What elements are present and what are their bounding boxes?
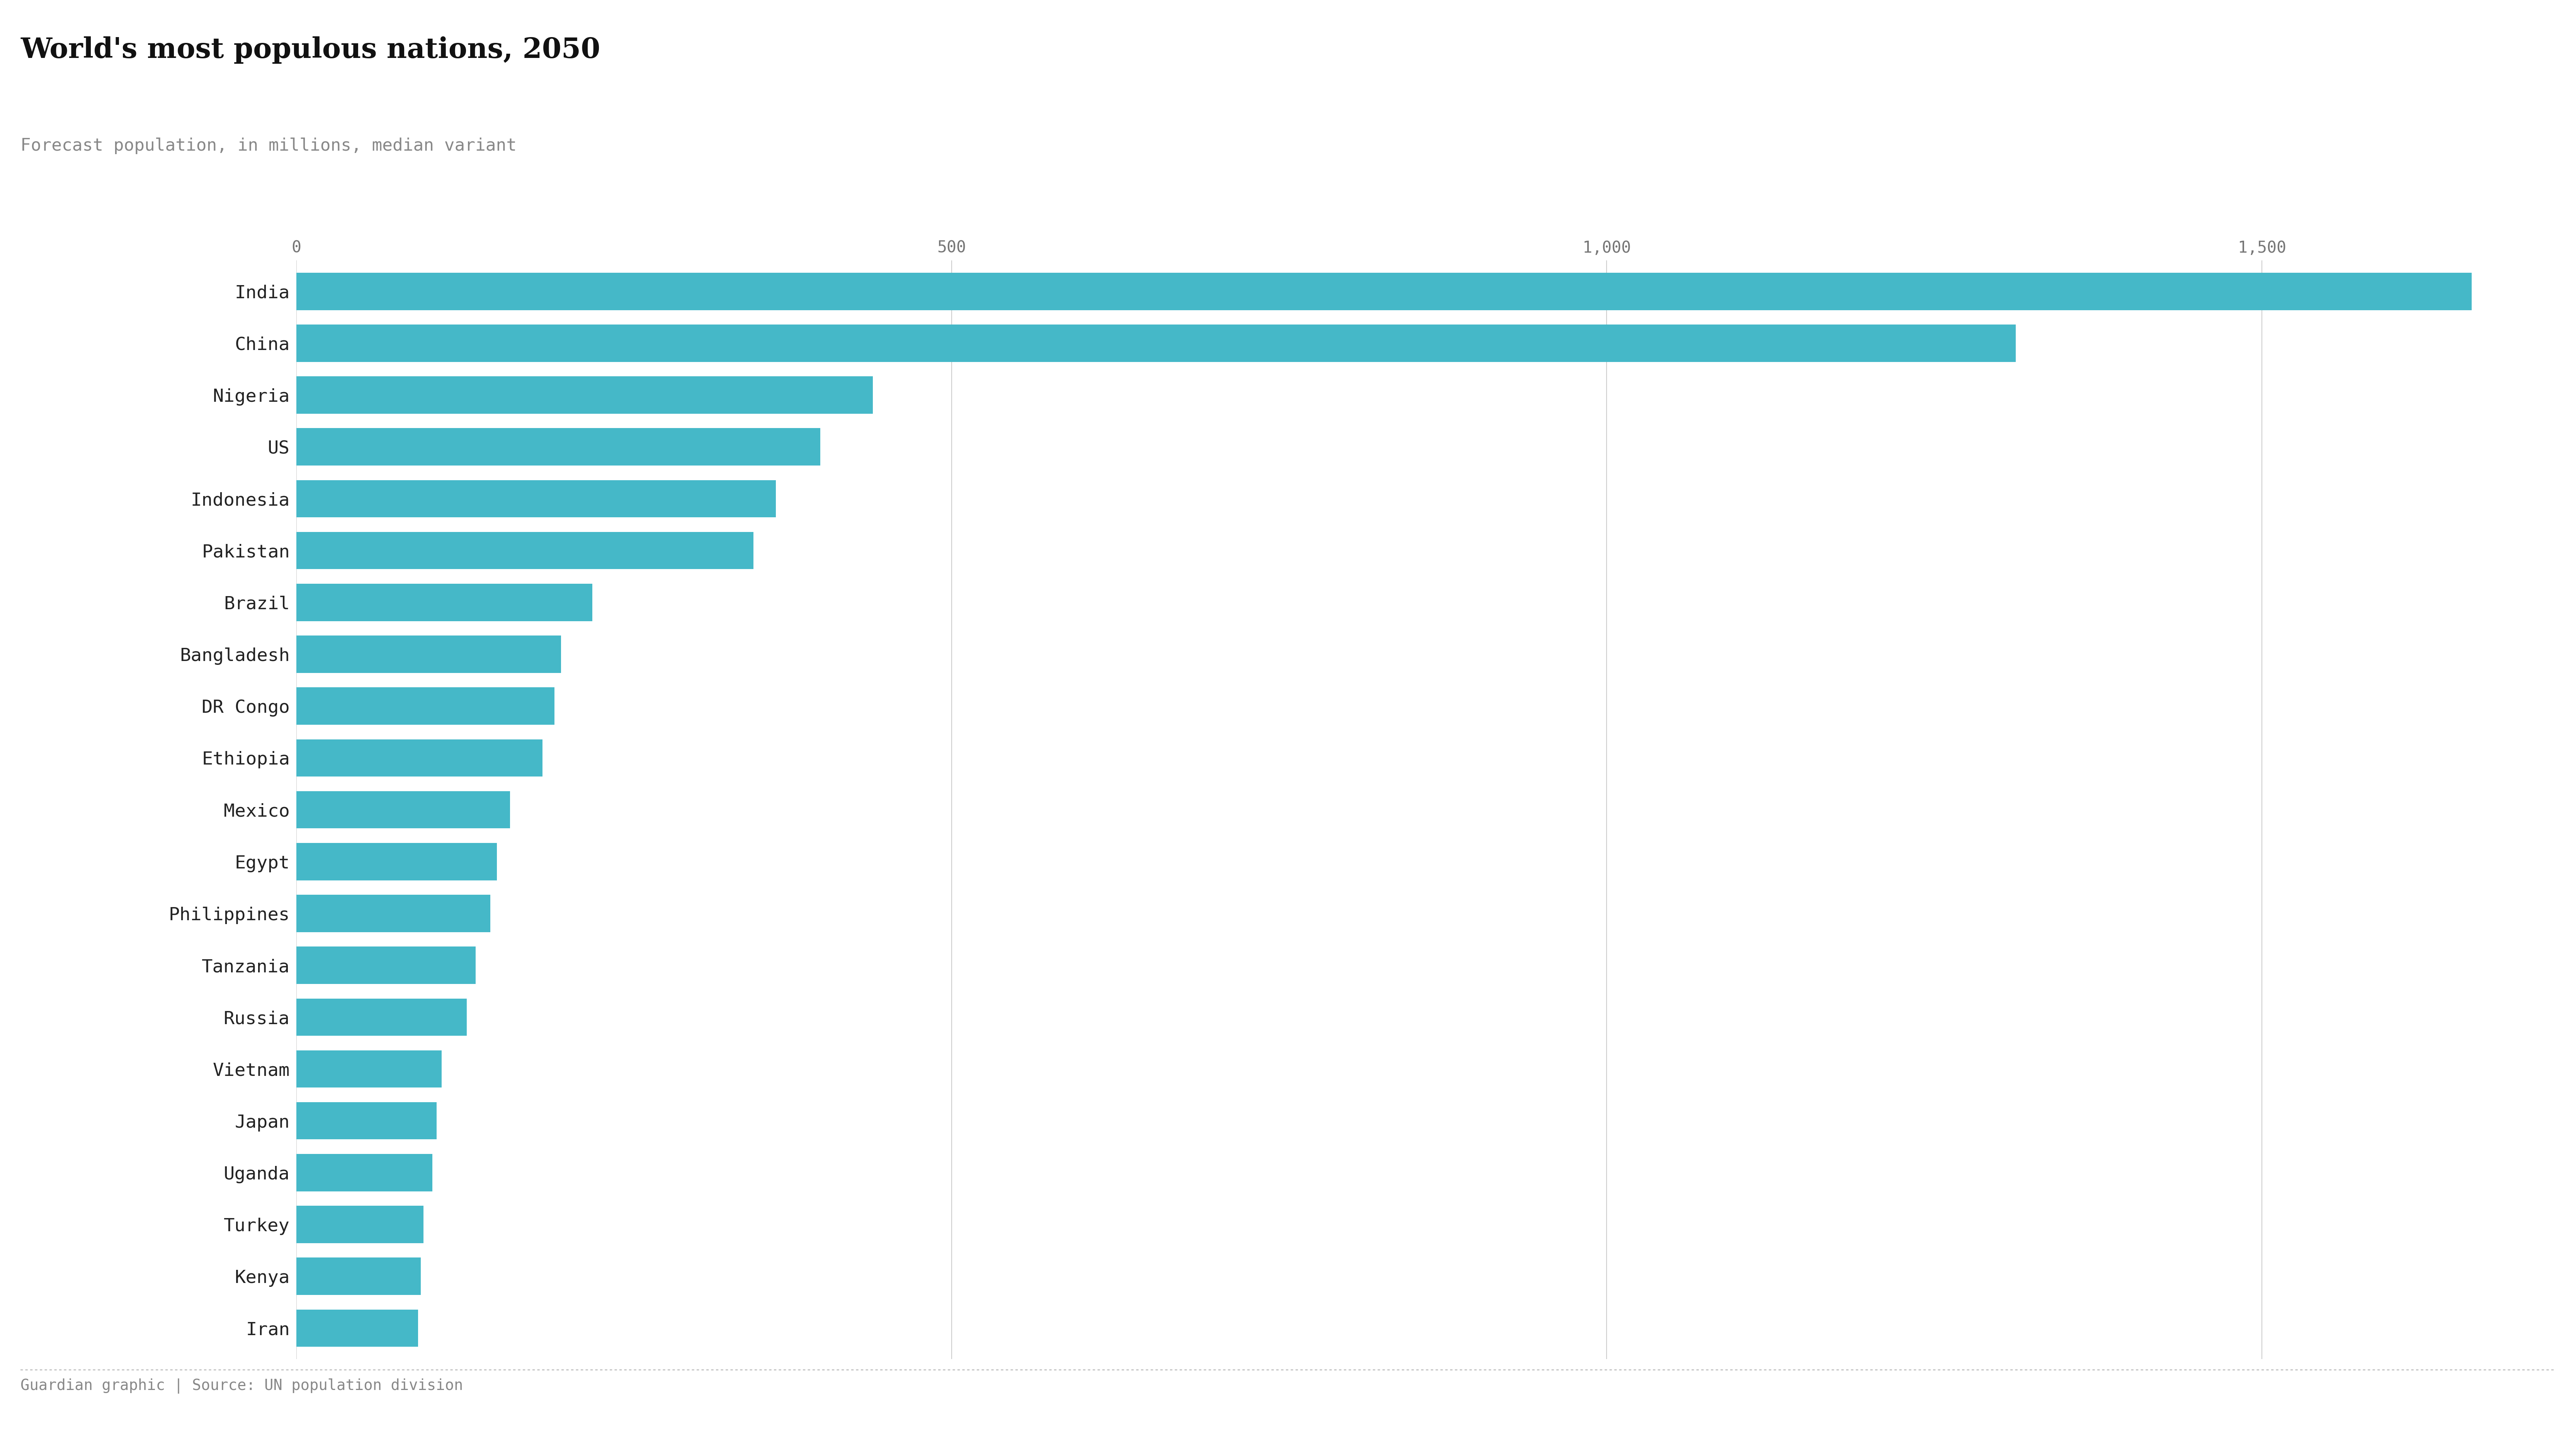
Bar xyxy=(296,1102,435,1139)
Bar xyxy=(296,532,755,570)
Bar xyxy=(296,998,466,1035)
Bar xyxy=(296,791,510,829)
Bar xyxy=(296,843,497,881)
Bar xyxy=(296,428,819,466)
Bar xyxy=(296,1258,420,1296)
Bar xyxy=(296,1154,433,1192)
Bar xyxy=(296,376,873,414)
Bar xyxy=(296,1050,440,1087)
Bar xyxy=(296,947,477,983)
Bar xyxy=(296,324,2014,362)
Bar xyxy=(296,687,554,724)
Bar xyxy=(296,895,489,933)
Text: Guardian graphic | Source: UN population division: Guardian graphic | Source: UN population… xyxy=(21,1378,464,1394)
Bar xyxy=(296,1206,422,1244)
Bar xyxy=(296,584,592,622)
Text: World's most populous nations, 2050: World's most populous nations, 2050 xyxy=(21,36,600,64)
Bar xyxy=(296,480,775,518)
Bar xyxy=(296,739,544,777)
Bar xyxy=(296,273,2470,309)
Bar xyxy=(296,636,562,672)
Bar xyxy=(296,1310,417,1346)
Text: Forecast population, in millions, median variant: Forecast population, in millions, median… xyxy=(21,137,518,153)
